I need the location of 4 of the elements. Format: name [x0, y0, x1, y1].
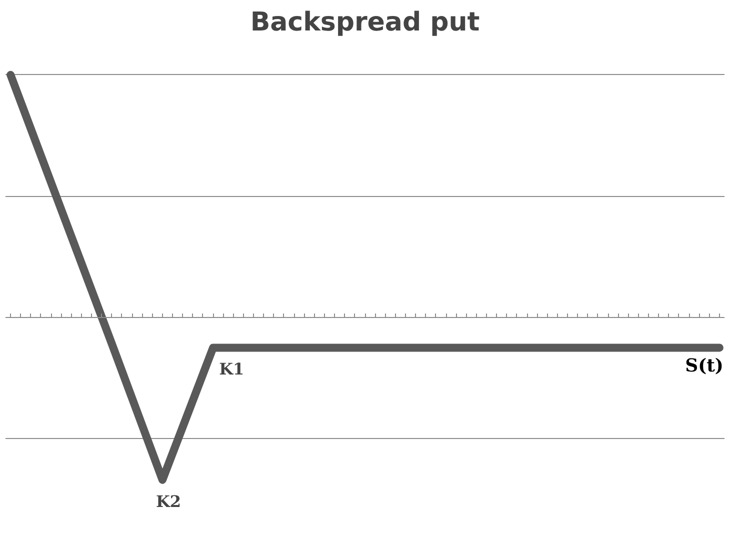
chart-title: Backspread put — [250, 8, 480, 38]
annotation: K1 — [219, 360, 244, 379]
x-axis-title: S(t) — [685, 356, 724, 377]
annotation: K2 — [156, 492, 181, 511]
